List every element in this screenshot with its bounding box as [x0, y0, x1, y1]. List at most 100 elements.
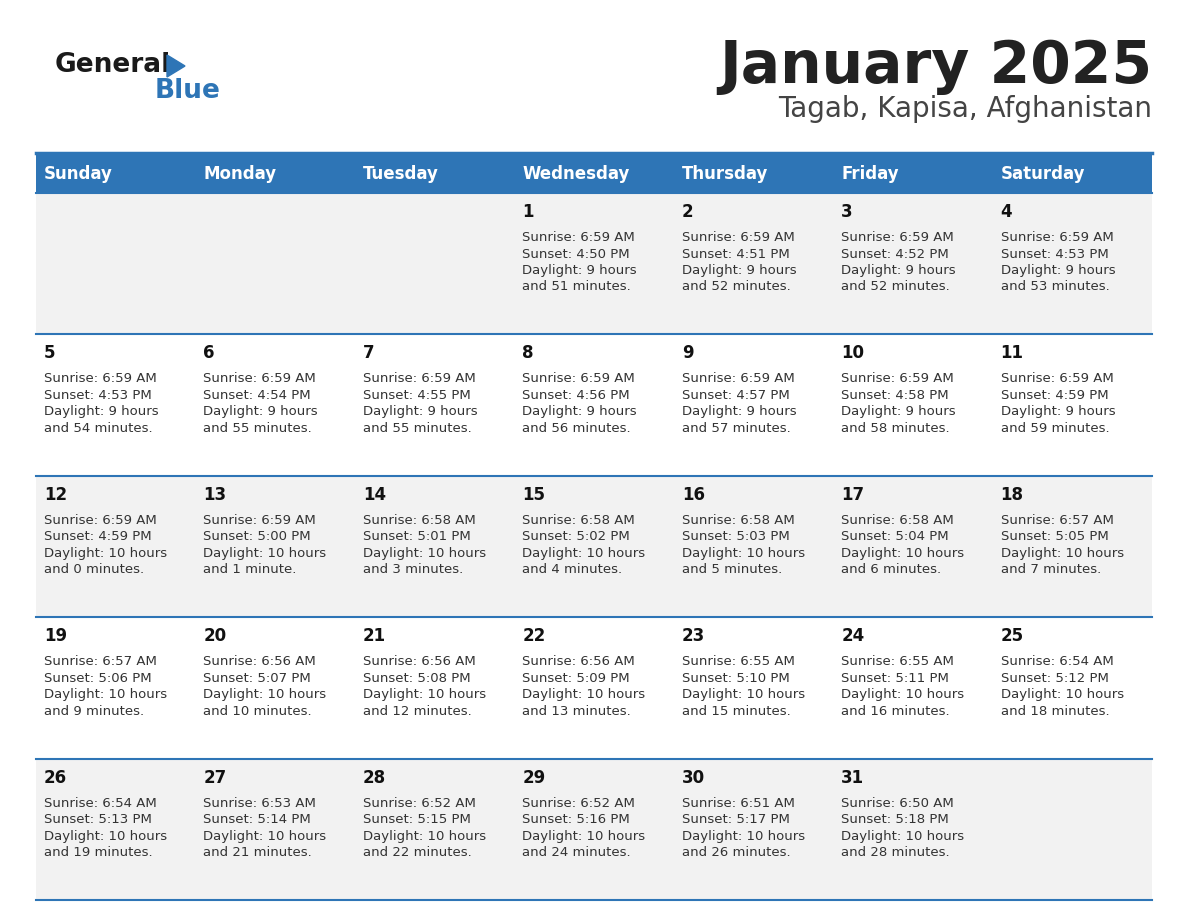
Text: Sunset: 4:56 PM: Sunset: 4:56 PM [523, 389, 630, 402]
Bar [992, 334, 1152, 476]
Bar [833, 334, 992, 476]
Bar [833, 758, 992, 900]
Text: Daylight: 9 hours: Daylight: 9 hours [1000, 264, 1116, 277]
Text: Daylight: 9 hours: Daylight: 9 hours [1000, 406, 1116, 419]
Text: 17: 17 [841, 486, 864, 504]
Text: Daylight: 10 hours: Daylight: 10 hours [203, 830, 327, 843]
Bar [355, 193, 514, 334]
Text: and 1 minute.: and 1 minute. [203, 564, 297, 577]
Bar [514, 334, 674, 476]
Text: Sunset: 5:07 PM: Sunset: 5:07 PM [203, 672, 311, 685]
Text: and 52 minutes.: and 52 minutes. [682, 281, 790, 294]
Bar [514, 476, 674, 617]
Text: 27: 27 [203, 768, 227, 787]
Text: Daylight: 10 hours: Daylight: 10 hours [841, 688, 965, 701]
Text: Sunset: 5:16 PM: Sunset: 5:16 PM [523, 813, 630, 826]
Text: and 58 minutes.: and 58 minutes. [841, 422, 949, 435]
Bar [674, 758, 833, 900]
Bar [992, 617, 1152, 758]
Text: Sunrise: 6:54 AM: Sunrise: 6:54 AM [44, 797, 157, 810]
Text: Sunrise: 6:57 AM: Sunrise: 6:57 AM [1000, 514, 1113, 527]
Text: and 7 minutes.: and 7 minutes. [1000, 564, 1101, 577]
Bar [36, 193, 196, 334]
Text: 4: 4 [1000, 203, 1012, 221]
Text: Sunset: 5:00 PM: Sunset: 5:00 PM [203, 531, 311, 543]
Text: Saturday: Saturday [1000, 165, 1085, 183]
Bar [196, 758, 355, 900]
Text: Thursday: Thursday [682, 165, 769, 183]
Bar [196, 476, 355, 617]
Bar [196, 334, 355, 476]
Text: Sunrise: 6:59 AM: Sunrise: 6:59 AM [841, 373, 954, 386]
Bar [355, 476, 514, 617]
Text: Daylight: 10 hours: Daylight: 10 hours [682, 547, 804, 560]
Text: 20: 20 [203, 627, 227, 645]
Text: 12: 12 [44, 486, 68, 504]
Text: 29: 29 [523, 768, 545, 787]
Text: Sunset: 4:53 PM: Sunset: 4:53 PM [44, 389, 152, 402]
Text: Sunset: 4:55 PM: Sunset: 4:55 PM [362, 389, 470, 402]
Bar [992, 758, 1152, 900]
Text: Daylight: 9 hours: Daylight: 9 hours [682, 406, 796, 419]
Text: Sunrise: 6:59 AM: Sunrise: 6:59 AM [841, 231, 954, 244]
Bar [674, 155, 833, 193]
Text: and 3 minutes.: and 3 minutes. [362, 564, 463, 577]
Text: Daylight: 9 hours: Daylight: 9 hours [523, 406, 637, 419]
Text: Sunset: 5:15 PM: Sunset: 5:15 PM [362, 813, 470, 826]
Text: Daylight: 9 hours: Daylight: 9 hours [362, 406, 478, 419]
Text: Sunset: 5:06 PM: Sunset: 5:06 PM [44, 672, 152, 685]
Text: Sunrise: 6:57 AM: Sunrise: 6:57 AM [44, 655, 157, 668]
Text: Daylight: 10 hours: Daylight: 10 hours [44, 547, 168, 560]
Bar [355, 334, 514, 476]
Text: Sunset: 5:12 PM: Sunset: 5:12 PM [1000, 672, 1108, 685]
Text: Sunrise: 6:56 AM: Sunrise: 6:56 AM [203, 655, 316, 668]
Text: Sunrise: 6:59 AM: Sunrise: 6:59 AM [1000, 231, 1113, 244]
Bar [833, 155, 992, 193]
Text: Daylight: 10 hours: Daylight: 10 hours [44, 830, 168, 843]
Text: and 10 minutes.: and 10 minutes. [203, 705, 312, 718]
Text: Wednesday: Wednesday [523, 165, 630, 183]
Text: 26: 26 [44, 768, 68, 787]
Text: Sunrise: 6:59 AM: Sunrise: 6:59 AM [44, 373, 157, 386]
Bar [196, 193, 355, 334]
Text: Sunrise: 6:56 AM: Sunrise: 6:56 AM [362, 655, 475, 668]
Text: Sunrise: 6:58 AM: Sunrise: 6:58 AM [682, 514, 795, 527]
Text: 6: 6 [203, 344, 215, 363]
Text: and 16 minutes.: and 16 minutes. [841, 705, 949, 718]
Text: Sunset: 5:09 PM: Sunset: 5:09 PM [523, 672, 630, 685]
Text: and 0 minutes.: and 0 minutes. [44, 564, 144, 577]
Text: Sunset: 4:50 PM: Sunset: 4:50 PM [523, 248, 630, 261]
Bar [355, 155, 514, 193]
Text: 21: 21 [362, 627, 386, 645]
Bar [833, 617, 992, 758]
Text: and 13 minutes.: and 13 minutes. [523, 705, 631, 718]
Bar [36, 155, 196, 193]
Text: 25: 25 [1000, 627, 1024, 645]
Text: Daylight: 9 hours: Daylight: 9 hours [841, 264, 956, 277]
Text: and 6 minutes.: and 6 minutes. [841, 564, 941, 577]
Text: Daylight: 9 hours: Daylight: 9 hours [841, 406, 956, 419]
Text: and 53 minutes.: and 53 minutes. [1000, 281, 1110, 294]
Bar [36, 334, 196, 476]
Text: Daylight: 10 hours: Daylight: 10 hours [841, 547, 965, 560]
Bar [992, 155, 1152, 193]
Bar [196, 155, 355, 193]
Text: 18: 18 [1000, 486, 1024, 504]
Text: Sunrise: 6:53 AM: Sunrise: 6:53 AM [203, 797, 316, 810]
Text: Daylight: 10 hours: Daylight: 10 hours [362, 688, 486, 701]
Text: Daylight: 10 hours: Daylight: 10 hours [362, 830, 486, 843]
Text: 31: 31 [841, 768, 864, 787]
Text: Sunrise: 6:54 AM: Sunrise: 6:54 AM [1000, 655, 1113, 668]
Text: and 21 minutes.: and 21 minutes. [203, 846, 312, 859]
Text: and 15 minutes.: and 15 minutes. [682, 705, 790, 718]
Text: Daylight: 9 hours: Daylight: 9 hours [44, 406, 159, 419]
Text: Sunset: 5:08 PM: Sunset: 5:08 PM [362, 672, 470, 685]
Bar [674, 617, 833, 758]
Text: Sunrise: 6:58 AM: Sunrise: 6:58 AM [523, 514, 636, 527]
Text: Daylight: 10 hours: Daylight: 10 hours [523, 547, 645, 560]
Bar [992, 193, 1152, 334]
Bar [514, 758, 674, 900]
Text: Sunset: 4:58 PM: Sunset: 4:58 PM [841, 389, 949, 402]
Text: Sunrise: 6:59 AM: Sunrise: 6:59 AM [682, 373, 795, 386]
Text: Daylight: 9 hours: Daylight: 9 hours [203, 406, 318, 419]
